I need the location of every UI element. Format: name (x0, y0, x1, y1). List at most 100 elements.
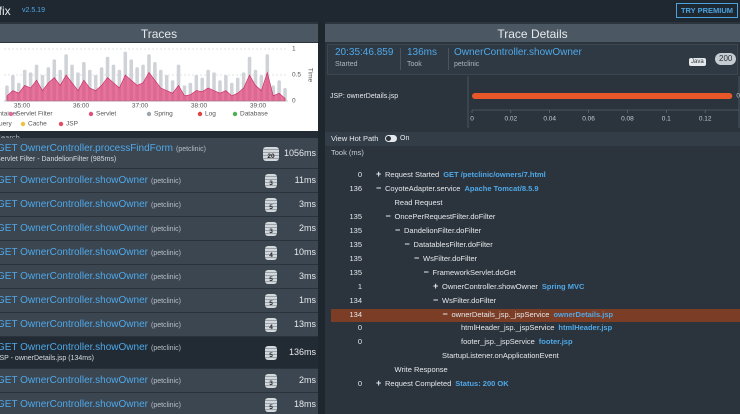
area (6, 71, 286, 102)
expand-toggle[interactable]: + (376, 169, 382, 179)
jsp-chart: 0 0.02 0.04 0.06 0.08 0.1 0.12 0.134 (467, 76, 740, 128)
method: htmlHeader_jsp._jspService (461, 323, 555, 333)
expand-toggle[interactable]: − (414, 252, 420, 263)
took-label: Took (407, 61, 422, 68)
trace-took: 3ms (298, 199, 316, 209)
tree-label: Request Completed Status: 200 OK (385, 380, 509, 388)
took-cell: 0 (357, 337, 362, 347)
tree-label: footer_jsp._jspService footer.jsp (461, 338, 573, 346)
trace-app: (petclinic) (150, 274, 181, 281)
trace-row[interactable] (0, 265, 318, 289)
try-premium-button[interactable]: TRY PREMIUM (676, 3, 738, 18)
tree-link[interactable]: Status: 200 OK (455, 379, 509, 389)
trace-app: (petclinic) (175, 146, 206, 153)
expand-toggle[interactable]: + (433, 280, 439, 291)
right-panel-header (325, 24, 740, 42)
tree-link[interactable]: htmlHeader.jsp (558, 323, 613, 333)
tree-link[interactable]: ownerDetails.jsp (553, 309, 614, 319)
method: footer_jsp._jspService (461, 337, 535, 347)
y-axis-label: Time (306, 68, 313, 83)
started-label: Started (335, 61, 358, 68)
took-cell: 135 (349, 239, 362, 249)
tree-label: OncePerRequestFilter.doFilter (395, 213, 496, 221)
divider (448, 48, 449, 70)
expand-toggle[interactable]: − (442, 308, 448, 319)
method: DatatablesFilter.doFilter (413, 239, 493, 249)
expand-toggle[interactable]: − (385, 210, 391, 221)
tree-link[interactable]: Apache Tomcat/8.5.9 (464, 183, 539, 193)
took-cell: 135 (349, 211, 362, 221)
x-tick-label: 36:00 (73, 103, 90, 110)
took-value: 136ms (407, 47, 438, 58)
left-panel-header (0, 24, 318, 42)
legend-label: Spring (154, 111, 173, 118)
version: v2.5.19 (22, 7, 45, 14)
took-cell: 136 (349, 183, 362, 193)
trace-chart: 0 0.5 1 Time 35:00 36:00 37:00 38:00 39:00 Servle… (0, 43, 318, 131)
panel-gap (318, 22, 325, 414)
trace-app: (petclinic) (150, 250, 181, 257)
trace-title: GET OwnerController.showOwner (petclinic) (0, 320, 181, 330)
tree-link[interactable]: GET /petclinic/owners/7.html (443, 170, 546, 179)
trace-title: GET OwnerController.showOwner (petclinic) (0, 248, 181, 258)
trace-took: 18ms (293, 399, 316, 409)
trace-app: (petclinic) (150, 202, 181, 209)
legend-swatch (197, 111, 203, 117)
toggle[interactable] (385, 135, 397, 142)
top-bar (0, 0, 740, 22)
trace-title: GET OwnerController.processFindForm (petc… (0, 144, 206, 154)
trace-took: 13ms (293, 319, 316, 329)
tree-label: ownerDetails_jsp._jspService ownerDetails… (452, 309, 614, 319)
took-cell: 134 (349, 309, 362, 319)
expand-toggle[interactable]: − (404, 238, 410, 249)
category-label: JSP: ownerDetails.jsp (330, 93, 399, 100)
tree-label: FrameworkServlet.doGet (433, 268, 516, 277)
selected-row (331, 308, 740, 322)
count-badge: 4 (265, 318, 277, 332)
trace-title: GET OwnerController.showOwner (petclinic) (0, 296, 181, 306)
tree-label: DatatablesFilter.doFilter (414, 241, 493, 249)
column-header: Took (ms) (331, 148, 364, 157)
trace-app: (petclinic) (150, 226, 181, 233)
y-tick-label: 1 (292, 46, 296, 53)
platform-icon: Java (689, 58, 706, 66)
x-tick-label: 0.1 (662, 116, 671, 123)
expand-toggle[interactable]: − (395, 224, 401, 235)
trace-row[interactable] (0, 393, 318, 414)
trace-subtitle: JSP - ownerDetails.jsp (134ms) (0, 355, 94, 362)
trace-subtitle: Servlet Filter - DandelionFilter (985ms) (0, 156, 117, 163)
trace-name: GET OwnerController.showOwner (0, 271, 148, 282)
legend-swatch (232, 111, 238, 117)
x-tick-label: 37:00 (132, 103, 149, 110)
method: Request Started (385, 170, 440, 179)
bar (472, 93, 733, 99)
trace-app: (petclinic) (150, 298, 181, 305)
count-badge: 20 (263, 146, 279, 161)
method: OwnerController.showOwner (442, 281, 538, 291)
x-tick-label: 38:00 (191, 103, 208, 110)
tree-link[interactable]: Spring MVC (541, 281, 585, 291)
took-cell: 135 (349, 225, 362, 235)
expand-toggle[interactable]: − (433, 294, 439, 305)
trace-title: GET OwnerController.showOwner (petclinic) (0, 343, 181, 353)
legend-label: Query (0, 121, 12, 128)
took-cell: 135 (349, 253, 362, 263)
x-tick-label: 0.04 (543, 116, 556, 123)
expand-toggle[interactable]: − (376, 182, 382, 193)
tree-label: OwnerController.showOwner Spring MVC (442, 281, 585, 291)
toggle-knob (386, 136, 391, 141)
legend-label: JSP (66, 121, 78, 128)
hot-path-label[interactable]: View Hot Path (331, 134, 379, 143)
expand-toggle[interactable]: − (423, 266, 429, 277)
trace-took: 1ms (298, 295, 316, 305)
search-input[interactable]: Search... (0, 134, 26, 142)
took-cell: 0 (357, 323, 362, 333)
trace-title: GET OwnerController.showOwner (petclinic) (0, 176, 181, 186)
expand-toggle[interactable]: + (376, 378, 382, 389)
count-badge: 3 (265, 374, 277, 388)
bar-value-label: 0.134 (736, 93, 740, 100)
tree-link[interactable]: footer.jsp (538, 337, 573, 347)
legend-label: Database (240, 111, 268, 118)
count-badge: 3 (265, 222, 277, 236)
x-tick-label: 0.08 (621, 116, 634, 123)
